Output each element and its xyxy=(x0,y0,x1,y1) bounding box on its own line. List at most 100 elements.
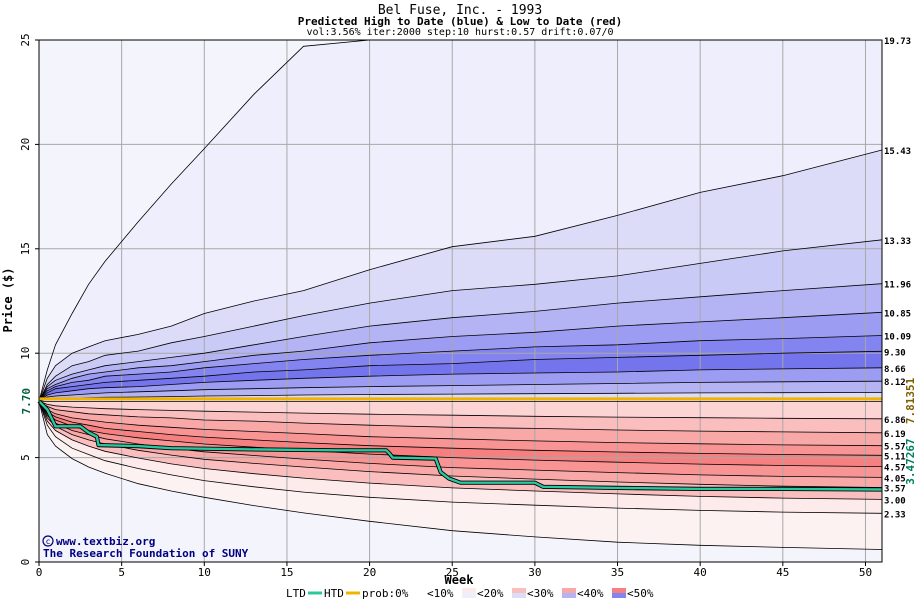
x-tick-label-25: 25 xyxy=(446,566,459,579)
legend-item-label-4: <50% xyxy=(627,587,654,600)
quantile-label: 11.96 xyxy=(884,281,911,291)
low-quantile-line-7 xyxy=(38,401,883,488)
low-band-3 xyxy=(39,401,882,456)
high-quantile-line-8 xyxy=(38,367,883,402)
low-quantile-line-6 xyxy=(38,401,883,478)
high-band-2 xyxy=(39,150,882,402)
chart-params: vol:3.56% iter:2000 step:10 hurst:0.57 d… xyxy=(306,27,614,38)
high-quantile-line-3 xyxy=(38,239,883,402)
x-tick-label-45: 45 xyxy=(776,566,789,579)
y-tick-label-20: 20 xyxy=(19,138,32,151)
low-band-0 xyxy=(39,401,882,419)
x-tick-label-5: 5 xyxy=(118,566,125,579)
y-axis-title: Price ($) xyxy=(1,267,15,332)
y-tick-label-15: 15 xyxy=(19,242,32,255)
legend-swatch-low-1 xyxy=(462,588,476,593)
quantile-label: 8.66 xyxy=(884,365,906,375)
low-band-6 xyxy=(39,401,882,488)
chart-title: Bel Fuse, Inc. - 1993 xyxy=(377,3,543,18)
watermark-url: www.textbiz.org xyxy=(56,535,155,548)
quantile-label: 6.19 xyxy=(884,430,906,440)
quantile-label: 3.57 xyxy=(884,484,906,494)
high-band-4 xyxy=(39,283,882,402)
quantile-label: 5.57 xyxy=(884,443,906,453)
high-band-9 xyxy=(39,381,882,402)
plot-frame xyxy=(38,39,883,563)
high-band-6 xyxy=(39,335,882,402)
quantile-label: 10.09 xyxy=(884,332,911,342)
x-tick-label-20: 20 xyxy=(363,566,376,579)
quantile-label: 4.05 xyxy=(884,474,906,484)
quantile-label: 4.57 xyxy=(884,464,906,474)
chart-subtitle: Predicted High to Date (blue) & Low to D… xyxy=(297,15,623,28)
x-axis-title: Week xyxy=(445,573,475,587)
x-tick-label-40: 40 xyxy=(694,566,707,579)
low-band-8 xyxy=(39,401,882,514)
legend-item-label-0: <10% xyxy=(427,587,454,600)
x-tick-label-35: 35 xyxy=(611,566,624,579)
high-band-1 xyxy=(39,40,882,402)
x-tick-label-50: 50 xyxy=(859,566,872,579)
copyright-icon-glyph: c xyxy=(46,537,51,546)
x-tick-label-30: 30 xyxy=(528,566,541,579)
quantile-label: 10.85 xyxy=(884,309,911,319)
quantile-label: 15.43 xyxy=(884,147,911,157)
legend-item-label-2: <30% xyxy=(527,587,554,600)
y-tick-label-10: 10 xyxy=(19,347,32,360)
legend-prob-label: prob:0% xyxy=(362,587,409,600)
htd-final-label: 7.81351 xyxy=(904,377,917,424)
legend-swatch-high-4 xyxy=(612,593,626,598)
legend-swatch-high-0 xyxy=(412,593,426,598)
legend-swatch-low-0 xyxy=(412,588,426,593)
ltd-line xyxy=(38,400,883,491)
high-quantile-line-7 xyxy=(38,350,883,402)
copyright-icon xyxy=(42,535,54,547)
high-quantile-line-6 xyxy=(38,335,883,402)
low-band-4 xyxy=(39,401,882,467)
high-band-3 xyxy=(39,239,882,402)
high-band-5 xyxy=(39,312,882,402)
low-quantile-line-10 xyxy=(38,401,883,550)
low-band-9 xyxy=(39,401,882,550)
high-band-7 xyxy=(39,351,882,402)
legend-swatch-low-3 xyxy=(562,588,576,593)
x-tick-label-0: 0 xyxy=(36,566,43,579)
legend-swatch-high-3 xyxy=(562,593,576,598)
legend-htd-label: HTD xyxy=(324,587,344,600)
low-band-5 xyxy=(39,401,882,478)
legend-item-label-3: <40% xyxy=(577,587,604,600)
x-tick-label-10: 10 xyxy=(198,566,211,579)
legend-swatch-high-1 xyxy=(462,593,476,598)
legend-swatch-low-4 xyxy=(612,588,626,593)
legend-swatch-low-2 xyxy=(512,588,526,593)
quantile-label: 9.30 xyxy=(884,348,906,358)
low-quantile-line-3 xyxy=(38,400,883,447)
high-quantile-line-2 xyxy=(38,149,883,402)
high-band-8 xyxy=(39,367,882,402)
legend-ltd-label: LTD xyxy=(286,587,306,600)
y-tick-label-0: 0 xyxy=(19,559,32,566)
high-quantile-line-5 xyxy=(38,311,883,402)
quantile-label: 5.11 xyxy=(884,452,906,462)
start-price-label: 7.70 xyxy=(20,388,33,415)
low-quantile-line-9 xyxy=(38,401,883,514)
quantile-label: 8.12 xyxy=(884,378,906,388)
quantile-label: 13.33 xyxy=(884,237,911,247)
low-band-1 xyxy=(39,401,882,433)
quantile-label: 3.00 xyxy=(884,496,906,506)
ltd-final-label: 3.47267 xyxy=(904,438,917,484)
low-quantile-line-8 xyxy=(38,401,883,500)
legend-swatch-high-2 xyxy=(512,593,526,598)
x-tick-label-15: 15 xyxy=(280,566,293,579)
low-quantile-line-2 xyxy=(38,400,883,434)
y-tick-label-25: 25 xyxy=(19,33,32,46)
quantile-label: 6.86 xyxy=(884,416,906,426)
low-quantile-line-4 xyxy=(38,400,883,456)
watermark-org: The Research Foundation of SUNY xyxy=(43,547,249,560)
legend-item-label-1: <20% xyxy=(477,587,504,600)
y-tick-label-5: 5 xyxy=(19,454,32,461)
low-quantile-line-1 xyxy=(38,400,883,420)
quantile-label: 2.33 xyxy=(884,510,906,520)
quantile-label: 19.73 xyxy=(884,37,911,47)
